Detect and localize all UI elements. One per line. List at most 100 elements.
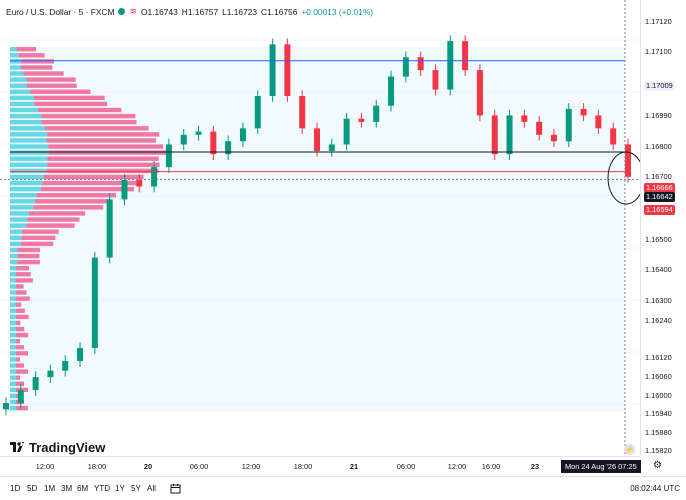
volume-profile-bar-down [16, 345, 25, 350]
volume-profile-bar-up [10, 89, 31, 94]
ohlc-change: +0.00013 (+0.01%) [301, 6, 374, 17]
volume-profile-bar-down [17, 259, 40, 265]
volume-profile-bar-up [10, 399, 16, 405]
volume-profile-bar-down [16, 363, 25, 368]
tradingview-logo[interactable]: TradingView [10, 440, 105, 455]
time-tick-label: 12:00 [35, 462, 55, 471]
time-tick-label: 18:00 [87, 462, 107, 471]
tradingview-logo-icon [10, 440, 26, 455]
volume-profile-bar-up [10, 132, 48, 137]
time-tick-label: 16:00 [481, 462, 501, 471]
range-button-1d[interactable]: 1D [10, 484, 21, 493]
price-tick-label: 1.16700 [645, 172, 672, 181]
candle-body [417, 57, 424, 71]
volume-profile-bar-up [10, 357, 16, 362]
volume-profile-bar-down [16, 296, 30, 301]
volume-profile-bar-down [34, 199, 110, 204]
price-tick-label: 1.15820 [645, 446, 672, 455]
candle-body [239, 128, 246, 142]
range-button-5y[interactable]: 5Y [131, 484, 141, 493]
volume-profile-bar-down [47, 162, 160, 167]
volume-profile-bar-down [47, 132, 160, 137]
volume-profile-bar-down [16, 326, 25, 332]
volume-profile-bar-up [10, 144, 49, 149]
price-tick-label: 1.16500 [645, 235, 672, 244]
range-button-3m[interactable]: 3M [61, 484, 73, 493]
market-open-dot-icon [118, 8, 126, 15]
volume-profile-bar-up [10, 375, 16, 380]
volume-profile-bar-down [16, 272, 31, 277]
price-badge-red-line: 1.16666 [644, 183, 675, 193]
volume-profile-bar-up [10, 107, 38, 113]
volume-profile-bar-up [10, 253, 18, 259]
volume-profile-bar-down [23, 71, 64, 76]
volume-profile-bar-down [33, 95, 105, 101]
volume-profile-bar-up [10, 345, 16, 350]
volume-profile-bar-down [17, 253, 40, 259]
volume-profile-bar-up [10, 101, 35, 107]
wave-icon: ≋ [129, 6, 137, 16]
price-chart[interactable] [0, 0, 640, 456]
volume-profile-bar-up [10, 199, 35, 204]
brand-name: TradingView [29, 440, 106, 455]
settings-gear-icon[interactable]: ⚙ [653, 460, 662, 471]
price-tick-label: 1.17100 [645, 47, 672, 56]
price-axis[interactable]: 1.17120 1.17100 1.16990 1.16800 1.16700 1.165… [640, 0, 686, 456]
candle-body [314, 128, 320, 151]
volume-profile-bar-down [47, 156, 159, 161]
calendar-icon[interactable] [170, 483, 181, 494]
volume-profile-bar-up [10, 150, 50, 155]
volume-profile-bar-up [10, 65, 21, 70]
time-axis[interactable]: 012316:0012:0006:002118:0012:0006:002018… [0, 456, 641, 476]
candle-body [625, 144, 631, 177]
candle-body [476, 70, 483, 116]
utc-clock[interactable]: 08:02:44 UTC [630, 484, 680, 493]
volume-profile-bar-up [10, 405, 16, 411]
candle-body [151, 167, 158, 187]
range-button-ytd[interactable]: YTD [94, 484, 110, 493]
volume-profile-bar-down [41, 113, 136, 119]
chart-pane[interactable]: Euro / U.S. Dollar · 5 · FXCM ≋ O1.16743… [0, 0, 640, 456]
volume-profile-bar-up [10, 126, 45, 131]
range-button-5d[interactable]: 5D [27, 484, 38, 493]
volume-profile-bar-down [16, 278, 33, 283]
volume-profile-bar-down [16, 381, 25, 386]
volume-profile-bar-down [16, 320, 21, 326]
volume-profile-bar-up [10, 59, 21, 64]
time-tick-label: 06:00 [396, 462, 416, 471]
candle-body [402, 57, 409, 77]
candle-body [136, 180, 143, 187]
volume-profile-bar-down [30, 89, 91, 94]
volume-profile-bar-up [10, 284, 16, 289]
lightning-icon[interactable]: ⚡ [624, 444, 635, 455]
volume-profile-bar-down [47, 168, 159, 174]
volume-profile-bar-up [10, 272, 16, 277]
volume-profile-bar-up [10, 241, 21, 247]
volume-profile-bar-up [10, 296, 16, 301]
volume-profile-bar-up [10, 363, 16, 368]
volume-profile-bar-down [34, 101, 108, 107]
price-badge-low: 1.16594 [644, 205, 675, 215]
volume-profile-bar-down [26, 77, 76, 82]
volume-profile-bar-up [10, 205, 34, 210]
candle-body [91, 257, 98, 349]
candle-body [284, 44, 291, 97]
volume-profile-bar-down [16, 314, 29, 320]
volume-profile-bar-down [26, 83, 77, 88]
volume-profile-bar-up [10, 193, 37, 198]
volume-profile-bar-up [10, 332, 16, 338]
volume-profile-bar-down [49, 150, 168, 155]
candle-body [299, 96, 306, 129]
range-button-1y[interactable]: 1Y [115, 484, 125, 493]
candle-body [491, 115, 498, 155]
candle-body [565, 108, 572, 142]
volume-profile-bar-down [33, 205, 104, 210]
candle-body [432, 70, 439, 90]
range-button-1m[interactable]: 1M [44, 484, 56, 493]
candle-body [165, 144, 172, 168]
ohlc-high: H1.16757 [181, 6, 219, 17]
range-button-6m[interactable]: 6M [77, 484, 89, 493]
symbol-title[interactable]: Euro / U.S. Dollar · 5 · FXCM [6, 6, 115, 17]
range-button-all[interactable]: All [147, 484, 156, 493]
volume-profile-bar-up [10, 369, 16, 374]
